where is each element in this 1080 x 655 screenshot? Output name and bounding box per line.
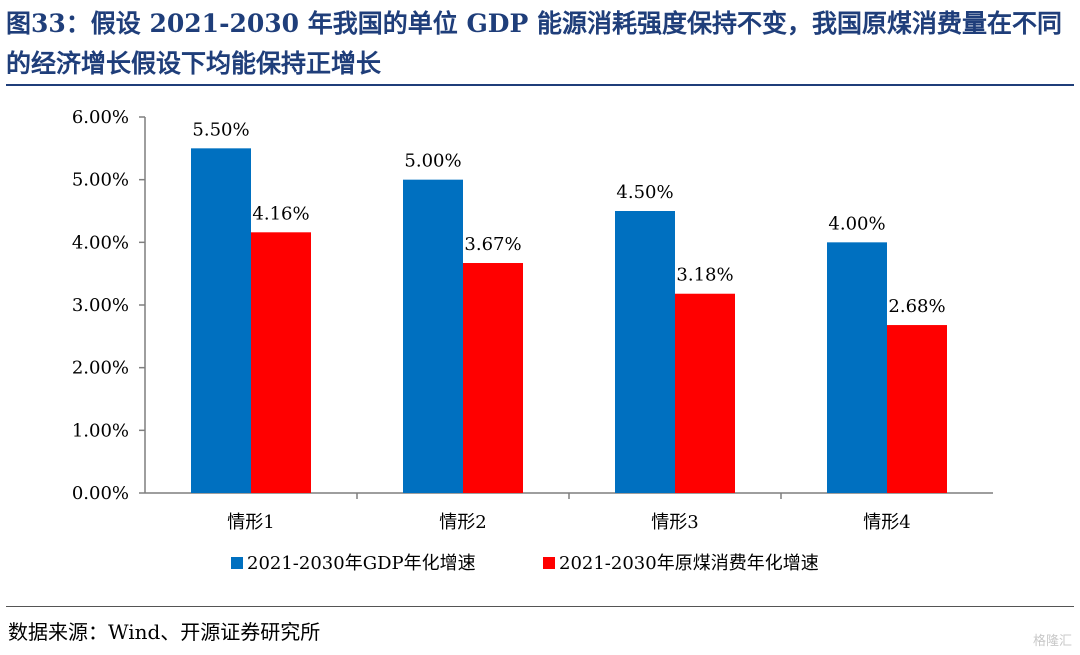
bar-chart: 0.00% 1.00% 2.00% 3.00% 4.00% 5.00% 6.00% 情形1 情形… (72, 107, 993, 574)
data-label: 4.00% (828, 213, 885, 234)
data-label: 4.16% (252, 203, 309, 224)
legend-swatch (231, 557, 243, 569)
watermark: 格隆汇 (1032, 634, 1072, 649)
data-label: 3.18% (676, 265, 733, 286)
chart-title: 图33：假设 2021-2030 年我国的单位 GDP 能源消耗强度保持不变，我… (6, 9, 1062, 78)
chart-data-labels: 5.50% 4.16% 5.00% 3.67% 4.50% 3.18% 4.00% 2.68% (192, 119, 945, 317)
x-tick-label: 情形4 (863, 512, 910, 533)
source-divider (6, 606, 1074, 607)
chart-axes: 0.00% 1.00% 2.00% 3.00% 4.00% 5.00% 6.00% 情形1 情形… (72, 107, 993, 533)
y-tick-label: 2.00% (72, 358, 129, 379)
y-tick-label: 1.00% (72, 420, 129, 441)
data-label: 3.67% (464, 234, 521, 255)
bar-coal (463, 263, 523, 493)
source-note: 数据来源：Wind、开源证券研究所 (8, 620, 321, 644)
legend-label: 2021-2030年GDP年化增速 (247, 553, 476, 574)
legend-swatch (543, 557, 555, 569)
title-divider (6, 84, 1074, 86)
bar-gdp (191, 148, 251, 494)
y-tick-label: 4.00% (72, 232, 129, 253)
bar-coal (887, 325, 947, 493)
bar-gdp (615, 211, 675, 493)
y-tick-label: 0.00% (72, 483, 129, 504)
chart-bars (191, 148, 947, 494)
data-label: 2.68% (888, 296, 945, 317)
data-label: 4.50% (616, 182, 673, 203)
legend-label: 2021-2030年原煤消费年化增速 (559, 553, 819, 574)
y-tick-label: 5.00% (72, 170, 129, 191)
bar-coal (251, 232, 311, 493)
data-label: 5.00% (404, 151, 461, 172)
y-tick-label: 6.00% (72, 107, 129, 128)
chart-legend: 2021-2030年GDP年化增速 2021-2030年原煤消费年化增速 (231, 553, 819, 574)
x-tick-label: 情形1 (227, 512, 274, 533)
y-tick-label: 3.00% (72, 295, 129, 316)
bar-gdp (827, 242, 887, 493)
bar-gdp (403, 179, 463, 493)
x-tick-label: 情形2 (439, 512, 486, 533)
bar-coal (675, 293, 735, 493)
data-label: 5.50% (192, 119, 249, 140)
x-tick-label: 情形3 (651, 512, 698, 533)
